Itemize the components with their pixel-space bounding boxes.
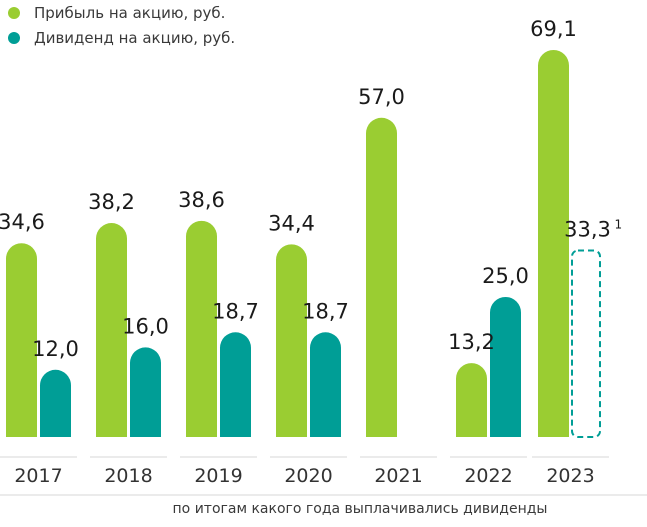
legend-label-dps: Дивиденд на акцию, руб. — [34, 29, 236, 47]
value-label-eps-2021: 57,0 — [358, 85, 405, 109]
tick-label-2022: 2022 — [464, 465, 512, 487]
tick-label-2023: 2023 — [546, 465, 594, 487]
bar-dps-2020 — [310, 332, 341, 437]
value-label-eps-2023: 69,1 — [530, 17, 577, 41]
value-label-dps-2017: 12,0 — [32, 337, 79, 361]
legend: Прибыль на акцию, руб. Дивиденд на акцию… — [8, 0, 235, 50]
legend-label-eps: Прибыль на акцию, руб. — [34, 4, 226, 22]
value-label-dps-2020: 18,7 — [302, 299, 349, 323]
bar-dps-2018 — [130, 347, 161, 437]
bar-eps-2018 — [96, 223, 127, 437]
value-label-eps-2020: 34,4 — [268, 211, 315, 235]
value-label-eps-2018: 38,2 — [88, 190, 135, 214]
value-label-dps-2023: 33,3 — [564, 218, 611, 242]
x-axis: 2017 2018 2019 2020 2021 2022 2023 — [0, 456, 647, 496]
value-label-eps-2017: 34,6 — [0, 210, 45, 234]
tick-label-2018: 2018 — [104, 465, 152, 487]
bars-group — [6, 49, 601, 438]
legend-item-eps: Прибыль на акцию, руб. — [8, 1, 235, 25]
bar-eps-2017 — [6, 243, 37, 437]
bar-dps-2017 — [40, 369, 71, 437]
legend-swatch-eps — [8, 7, 20, 19]
bar-eps-2019 — [186, 220, 217, 437]
legend-swatch-dps — [8, 32, 20, 44]
bar-dps-2022 — [490, 296, 521, 437]
bar-eps-2022 — [456, 363, 487, 437]
tick-label-2017: 2017 — [14, 465, 62, 487]
x-axis-label: по итогам какого года выплачивались диви… — [173, 501, 548, 517]
value-label-dps-2022: 25,0 — [482, 264, 529, 288]
bar-dps-2019 — [220, 332, 251, 437]
bar-eps-2020 — [276, 244, 307, 437]
tick-label-2020: 2020 — [284, 465, 332, 487]
bar-eps-2023 — [538, 49, 569, 437]
value-labels-group: 34,6 12,0 38,2 16,0 38,6 18,7 34,4 18,7 57,0 13,2… — [0, 17, 622, 361]
value-label-eps-2022: 13,2 — [448, 330, 495, 354]
legend-item-dps: Дивиденд на акцию, руб. — [8, 26, 235, 50]
bar-dps-2023 — [571, 249, 601, 438]
value-label-dps-2019: 18,7 — [212, 299, 259, 323]
tick-label-2019: 2019 — [194, 465, 242, 487]
value-label-dps-2018: 16,0 — [122, 314, 169, 338]
tick-label-2021: 2021 — [374, 465, 422, 487]
footnote-marker: 1 — [615, 218, 623, 232]
value-label-eps-2019: 38,6 — [178, 188, 225, 212]
bar-eps-2021 — [366, 117, 397, 437]
